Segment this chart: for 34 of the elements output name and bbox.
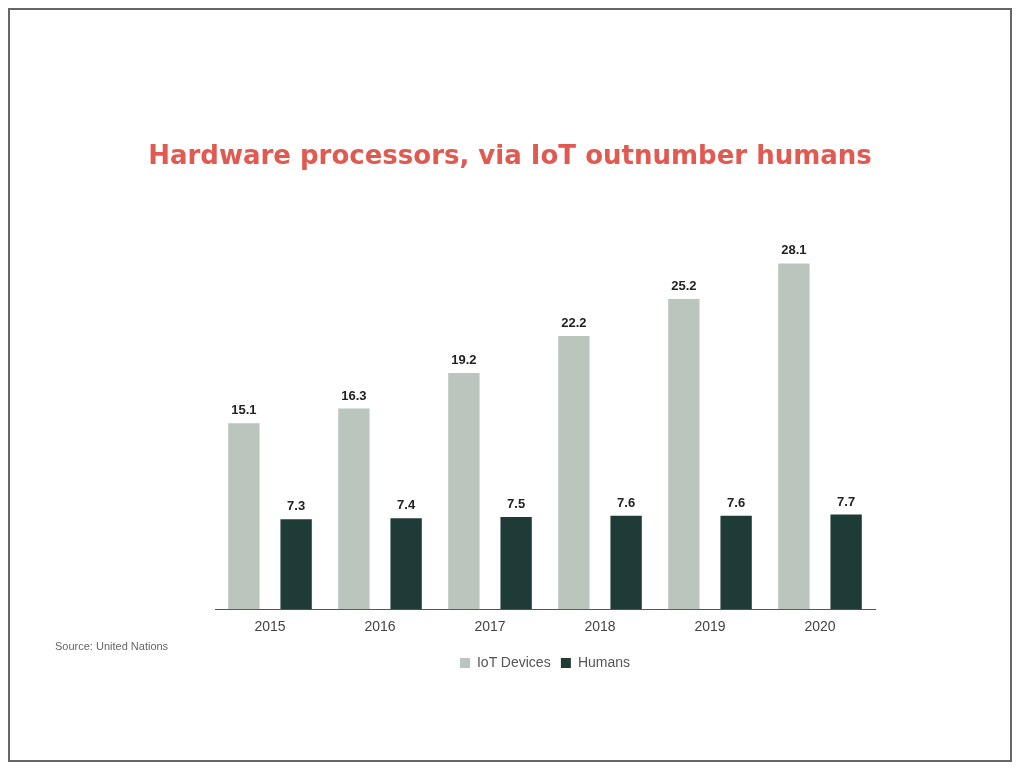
x-tick-label: 2017 — [474, 618, 506, 635]
bar — [558, 335, 590, 610]
data-label: 22.2 — [561, 315, 587, 331]
bar — [500, 516, 532, 610]
bar — [280, 519, 312, 610]
x-tick-label: 2019 — [694, 618, 726, 635]
x-tick-label: 2016 — [364, 618, 396, 635]
bar — [668, 299, 700, 610]
bar — [448, 372, 480, 610]
legend-label: Humans — [577, 653, 631, 670]
bar — [228, 423, 260, 610]
x-tick-label: 2018 — [584, 618, 616, 635]
x-tick-label: 2020 — [804, 618, 836, 635]
data-label: 7.6 — [727, 494, 746, 510]
source-note: Source: United Nations — [55, 640, 169, 652]
legend-label: IoT Devices — [476, 653, 551, 670]
bar — [338, 408, 370, 610]
data-label: 7.5 — [507, 495, 526, 511]
data-label: 19.2 — [451, 351, 477, 367]
bar — [830, 514, 862, 610]
data-label: 28.1 — [781, 242, 807, 258]
bar — [778, 263, 810, 610]
bar — [610, 515, 642, 610]
bar — [720, 515, 752, 610]
data-label: 7.6 — [617, 494, 636, 510]
data-label: 7.3 — [287, 498, 306, 514]
data-label: 16.3 — [341, 387, 367, 403]
data-label: 15.1 — [231, 402, 257, 418]
x-tick-label: 2015 — [254, 618, 286, 635]
data-label: 7.4 — [397, 497, 416, 513]
data-label: 25.2 — [671, 278, 697, 294]
data-label: 7.7 — [837, 493, 856, 509]
chart-title: Hardware processors, via IoT outnumber humans — [147, 140, 873, 170]
bar — [390, 518, 422, 610]
